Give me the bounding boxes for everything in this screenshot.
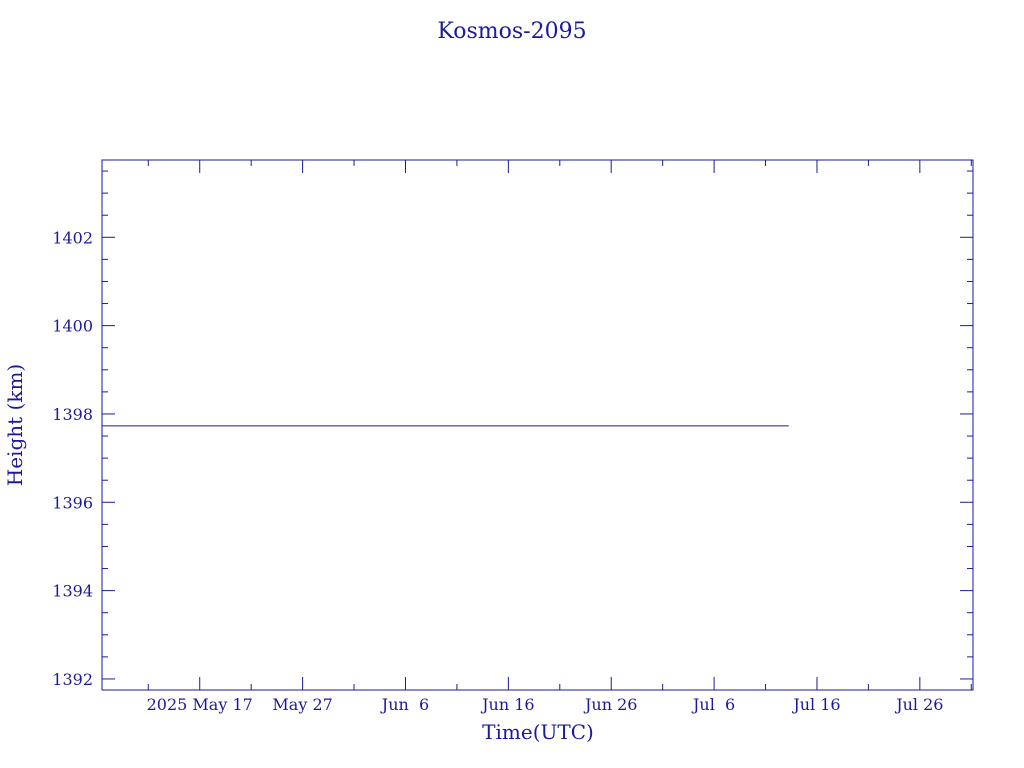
x-tick-label: Jul 6: [691, 695, 735, 714]
x-tick-label: Jul 16: [791, 695, 840, 714]
x-tick-label: Jul 26: [894, 695, 943, 714]
x-tick-label: Jun 26: [583, 695, 637, 714]
y-tick-label: 1398: [52, 405, 93, 424]
x-tick-label: Jun 6: [380, 695, 429, 714]
y-tick-label: 1396: [52, 493, 93, 512]
plot-frame: [101, 159, 974, 691]
y-axis-label: Height (km): [3, 364, 27, 486]
x-tick-label: May 27: [272, 695, 332, 714]
y-tick-label: 1402: [52, 228, 93, 247]
x-axis-label: Time(UTC): [482, 720, 594, 744]
y-tick-label: 1392: [52, 670, 93, 689]
y-tick-label: 1394: [52, 582, 93, 601]
chart-title: Kosmos-2095: [437, 19, 586, 44]
y-tick-label: 1400: [52, 317, 93, 336]
ticks-layer: 1392 1394 1396 1398 1400 1402 2025 May 17 May 2…: [52, 160, 973, 714]
x-tick-label: Jun 16: [480, 695, 534, 714]
x-tick-label: 2025 May 17: [147, 695, 253, 714]
